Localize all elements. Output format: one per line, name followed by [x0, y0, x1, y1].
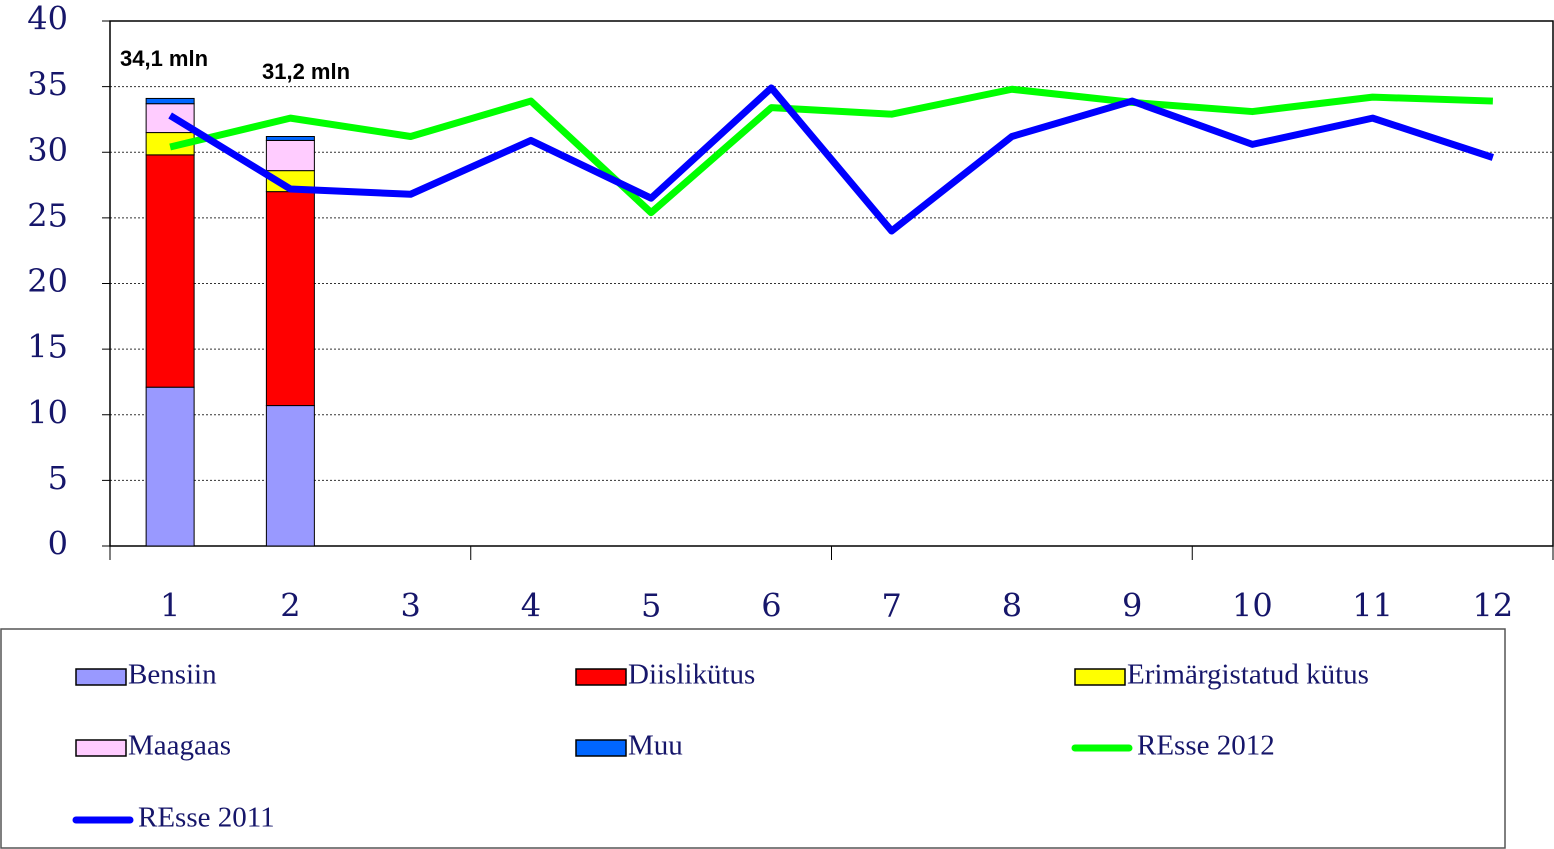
bar-segment — [145, 97, 195, 105]
y-tick-label: 15 — [27, 328, 68, 366]
x-tick-label: 12 — [1473, 587, 1514, 625]
legend-label: REsse 2012 — [1137, 730, 1275, 762]
legend-box — [0, 628, 1506, 849]
x-tick-label: 1 — [160, 587, 180, 625]
annotation: 34,1 mln — [120, 46, 208, 71]
annotation: 31,2 mln — [262, 59, 350, 84]
y-tick-label: 5 — [48, 459, 68, 497]
legend-swatch — [1074, 668, 1126, 686]
legend-label: REsse 2011 — [138, 802, 275, 834]
legend-label: Erimärgistatud kütus — [1127, 659, 1369, 691]
legend-label: Muu — [628, 730, 683, 762]
legend-label: Maagaas — [128, 730, 231, 762]
legend-swatch — [575, 739, 627, 757]
x-tick-label: 2 — [280, 587, 300, 625]
y-tick-label: 0 — [48, 525, 68, 563]
legend-swatch — [575, 668, 627, 686]
legend-swatch — [75, 739, 127, 757]
y-tick-label: 10 — [27, 393, 68, 431]
bar-segment — [145, 154, 195, 388]
x-tick-label: 3 — [400, 587, 420, 625]
bar-segment — [265, 139, 315, 172]
bar-segment — [265, 191, 315, 407]
bar-segment — [265, 405, 315, 547]
line — [168, 84, 1494, 235]
bar-segment — [265, 136, 315, 141]
x-tick-label: 8 — [1002, 587, 1022, 625]
y-tick-label: 20 — [27, 262, 68, 300]
x-tick-label: 4 — [521, 587, 541, 625]
x-tick-label: 11 — [1352, 587, 1393, 625]
x-tick-label: 9 — [1122, 587, 1142, 625]
y-tick-label: 25 — [27, 196, 68, 234]
x-tick-label: 6 — [761, 587, 781, 625]
y-tick-label: 40 — [27, 0, 68, 38]
line — [169, 85, 1493, 217]
x-tick-label: 10 — [1232, 587, 1273, 625]
legend-swatch — [75, 668, 127, 686]
legend-label: Bensiin — [128, 659, 217, 691]
x-tick-label: 7 — [881, 587, 901, 625]
bar-segment — [145, 386, 195, 547]
y-tick-label: 35 — [27, 65, 68, 103]
legend-label: Diislikütus — [628, 659, 755, 691]
y-tick-label: 30 — [27, 131, 68, 169]
x-tick-label: 5 — [641, 587, 661, 625]
